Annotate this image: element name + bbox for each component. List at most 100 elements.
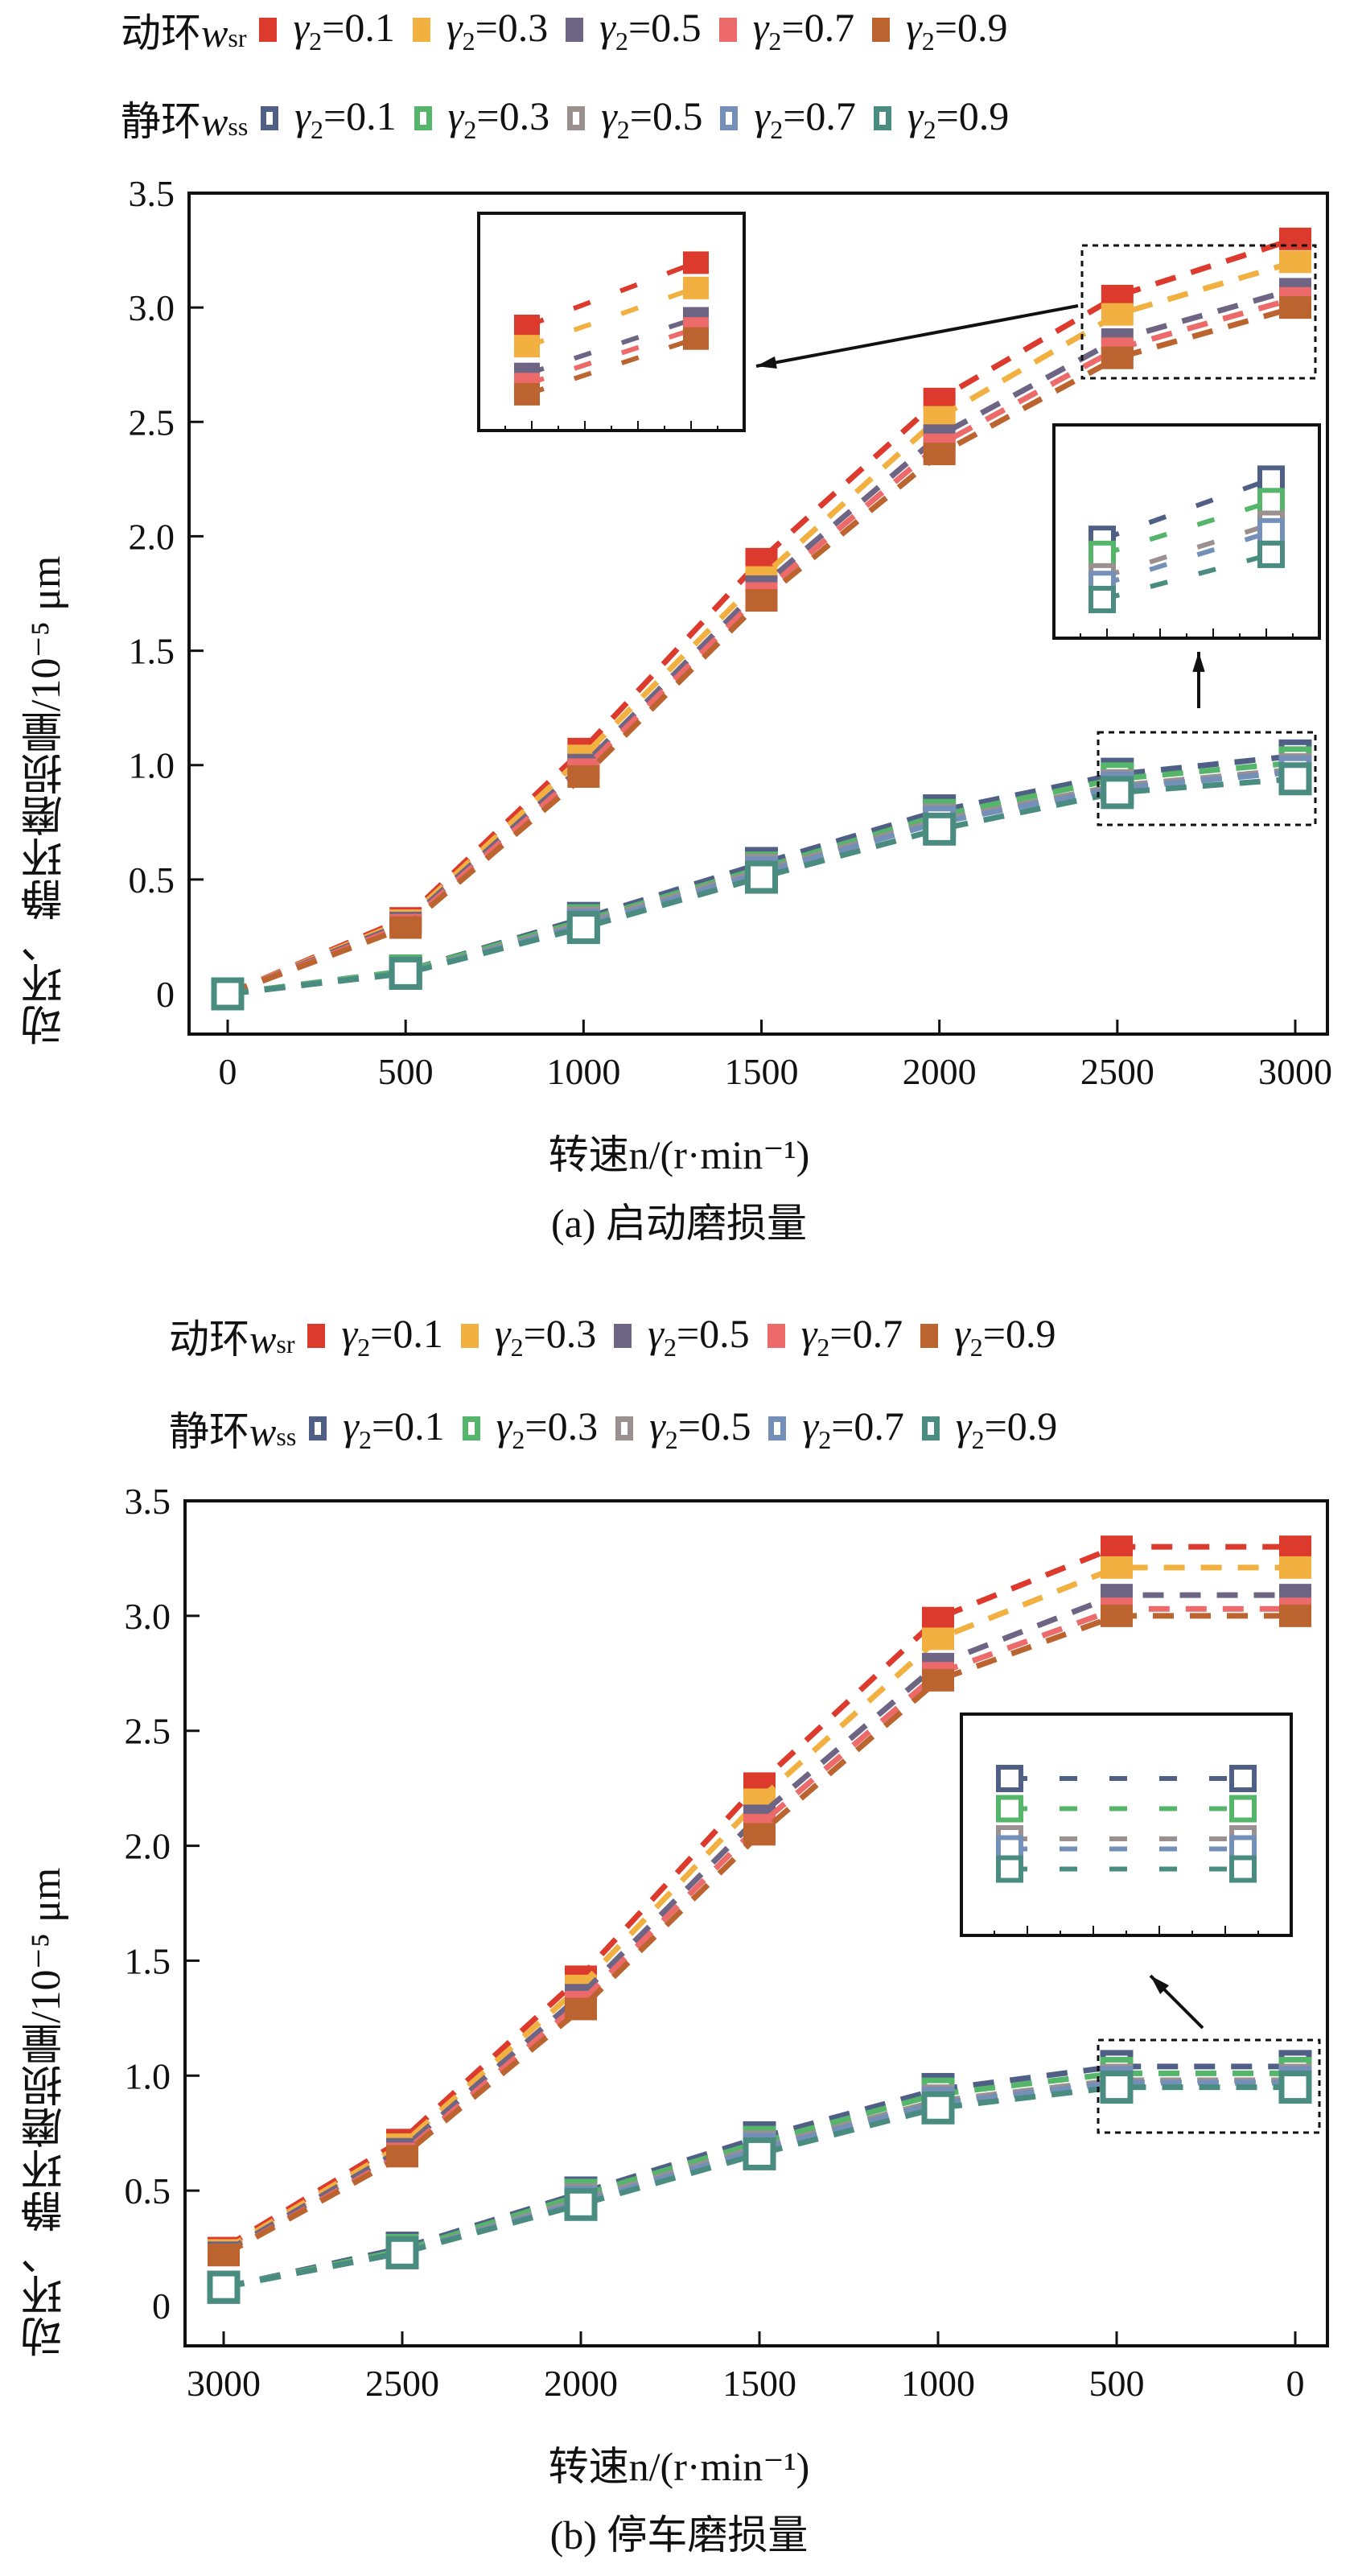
data-point — [208, 2244, 240, 2267]
legend-label: γ2=0.1 — [343, 1403, 445, 1454]
y-tick-label: 0.5 — [129, 859, 175, 901]
inset-data-point — [1088, 540, 1116, 568]
data-point — [1279, 227, 1311, 250]
x-tick-label: 500 — [1089, 2363, 1145, 2404]
legend-item-ss-0: γ2=0.1 — [261, 93, 397, 145]
hollow-square-marker-icon — [462, 1416, 480, 1440]
filled-square-marker-icon — [412, 18, 430, 42]
series-stationary-0 — [207, 2050, 1312, 2304]
legend-title-rotating: 动环 w sr — [121, 10, 247, 56]
legend-item-ss-3: γ2=0.7 — [768, 1403, 904, 1455]
inset-data-point — [514, 382, 540, 406]
hollow-square-marker-icon — [615, 1416, 634, 1440]
data-point — [743, 1823, 776, 1846]
data-point — [385, 2236, 419, 2269]
x-tick-label: 2500 — [365, 2363, 439, 2404]
data-point — [923, 812, 957, 846]
inset-frame — [960, 1713, 1293, 1937]
inset-data-point — [996, 1765, 1023, 1792]
y-tick-label: 1.0 — [129, 745, 175, 786]
data-point — [1279, 296, 1311, 319]
legend-stationary-a: 静环 w ss γ2=0.1 γ2=0.3 γ2=0.5 γ2=0.7 γ2=0.9 — [0, 90, 1358, 146]
legend-label: γ2=0.3 — [447, 93, 550, 144]
data-point — [745, 860, 778, 894]
data-point — [1279, 1604, 1311, 1627]
inset-series — [514, 276, 709, 358]
legend-stationary-b: 静环 w ss γ2=0.1 γ2=0.3 γ2=0.5 γ2=0.7 γ2=0.9 — [0, 1400, 1358, 1457]
inset-data-point — [1229, 1855, 1257, 1883]
caption-b: (b) 停车磨损量 — [549, 2512, 809, 2557]
legend-label: γ2=0.3 — [494, 1310, 597, 1362]
y-tick-label: 0 — [156, 974, 175, 1015]
data-point — [389, 916, 422, 939]
legend-item-ss-2: γ2=0.5 — [615, 1403, 751, 1455]
y-tick-label: 3.5 — [129, 173, 175, 214]
legend-items: γ2=0.1 γ2=0.3 γ2=0.5 γ2=0.7 γ2=0.9 — [259, 4, 1025, 56]
filled-square-marker-icon — [920, 1324, 939, 1348]
y-axis-label-a: 动环、静环磨损量/10⁻⁵ μm — [23, 555, 69, 1046]
legend-title-stationary: 静环 w ss — [121, 99, 249, 144]
arrow-head-icon — [1150, 1976, 1169, 1994]
zoom-region-box — [1080, 244, 1317, 380]
y-tick-label: 2.5 — [129, 402, 175, 443]
y-tick-label: 2.0 — [129, 516, 175, 557]
legend-items: γ2=0.1 γ2=0.3 γ2=0.5 γ2=0.7 γ2=0.9 — [261, 93, 1027, 145]
filled-square-marker-icon — [872, 18, 891, 42]
plot-frame — [187, 192, 1329, 1036]
x-tick-label: 0 — [219, 1051, 237, 1092]
y-tick-label: 1.0 — [125, 2055, 171, 2096]
y-tick-label: 2.0 — [125, 1826, 171, 1867]
y-tick-label: 1.5 — [129, 631, 175, 672]
x-axis-label-b: 转速n/(r·min⁻¹) — [548, 2444, 810, 2489]
data-point — [1101, 1604, 1133, 1627]
series-stationary-4 — [211, 762, 1312, 1011]
data-point — [922, 1606, 954, 1630]
legend-label: γ2=0.3 — [496, 1403, 599, 1454]
hollow-square-marker-icon — [921, 1416, 940, 1440]
data-point — [745, 589, 778, 612]
data-point — [1278, 762, 1312, 796]
legend-label: γ2=0.7 — [754, 93, 856, 144]
data-point — [922, 1668, 954, 1692]
data-point — [1101, 346, 1134, 369]
legend-label: γ2=0.7 — [800, 1310, 903, 1362]
inset-series — [996, 1765, 1257, 1792]
data-point — [1101, 1556, 1133, 1579]
data-point — [1279, 1556, 1311, 1579]
series-rotating-2 — [212, 278, 1311, 1005]
legend-label: γ2=0.3 — [446, 4, 549, 56]
x-tick-label: 1000 — [546, 1051, 620, 1092]
inset-series — [514, 251, 709, 337]
filled-square-marker-icon — [566, 18, 584, 42]
data-point — [389, 956, 422, 990]
inset-data-point — [683, 327, 709, 350]
filled-square-marker-icon — [614, 1324, 632, 1348]
legend-items: γ2=0.1 γ2=0.3 γ2=0.5 γ2=0.7 γ2=0.9 — [307, 1310, 1073, 1362]
y-tick-label: 1.5 — [125, 1940, 171, 1981]
data-point — [922, 1627, 954, 1651]
data-point — [1279, 250, 1311, 274]
x-tick-label: 2000 — [903, 1051, 977, 1092]
x-tick-label: 500 — [378, 1051, 434, 1092]
y-tick-label: 2.5 — [125, 1711, 171, 1752]
legend-label: γ2=0.7 — [752, 4, 855, 56]
arrow-head-icon — [756, 356, 777, 369]
data-point — [1101, 303, 1134, 326]
inset-data-point — [683, 276, 709, 299]
caption-a: (a) 启动磨损量 — [551, 1201, 807, 1246]
inset-series-line — [525, 260, 698, 328]
hollow-square-marker-icon — [873, 106, 891, 130]
data-point — [1101, 776, 1134, 810]
inset-data-point — [1088, 585, 1116, 613]
y-tick-label: 3.5 — [125, 1481, 171, 1522]
data-point — [1100, 2071, 1134, 2104]
data-point — [565, 1997, 597, 2021]
series-stationary-1 — [207, 2056, 1312, 2304]
x-tick-label: 2000 — [544, 2363, 618, 2404]
legend-label: γ2=0.1 — [341, 1310, 443, 1362]
y-tick-label: 3.0 — [129, 287, 175, 328]
data-point — [386, 2145, 418, 2168]
x-tick-label: 1500 — [722, 2363, 796, 2404]
series-line — [223, 2084, 1295, 2290]
legend-items: γ2=0.1 γ2=0.3 γ2=0.5 γ2=0.7 γ2=0.9 — [309, 1403, 1075, 1455]
